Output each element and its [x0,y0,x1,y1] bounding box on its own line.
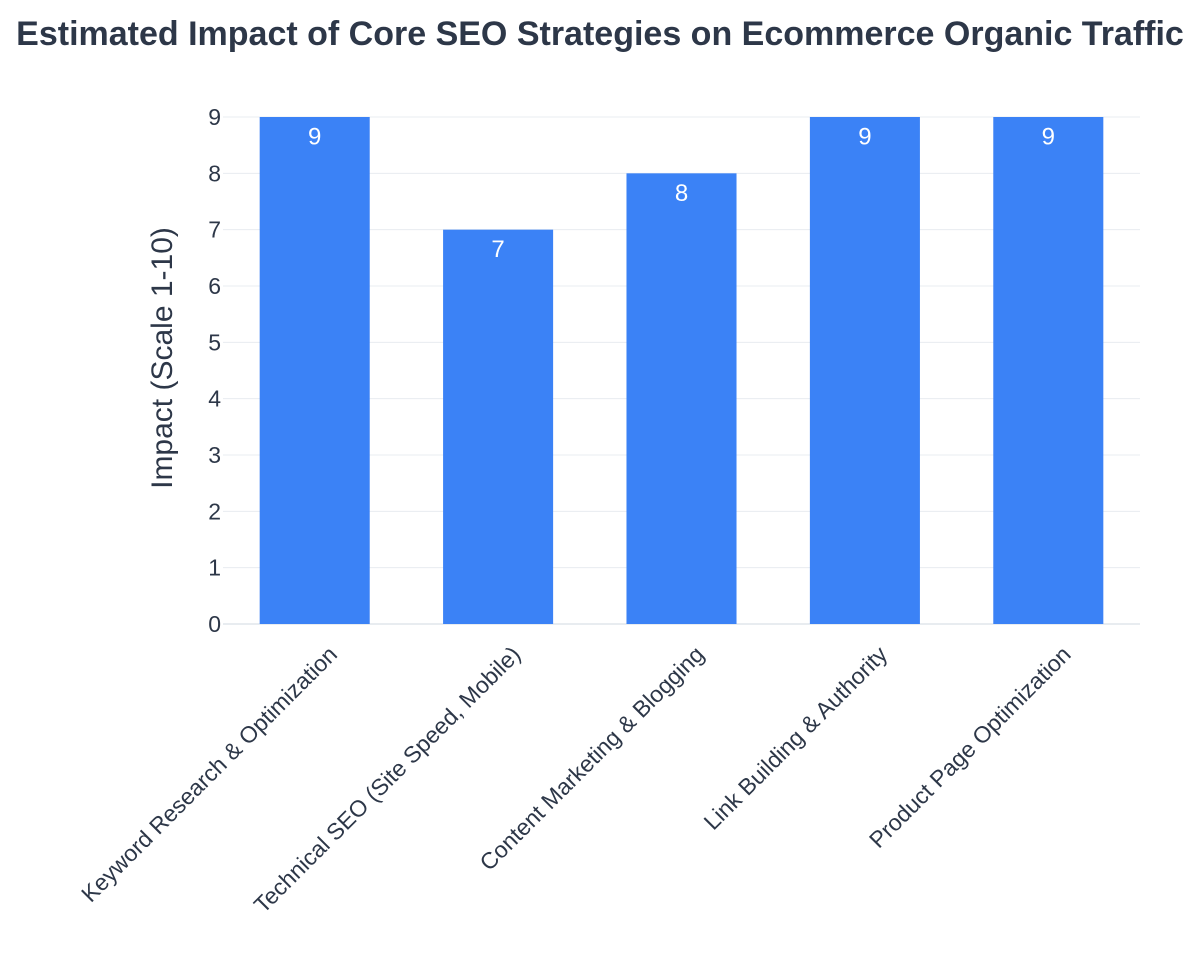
x-axis-ticks: Keyword Research & OptimizationTechnical… [76,641,1076,918]
y-tick-label: 4 [208,386,221,412]
x-tick-label: Content Marketing & Blogging [474,641,708,875]
bar-value-label: 9 [858,124,871,151]
data-labels: 9 7 8 9 9 [308,124,1055,264]
y-tick-label: 7 [208,217,221,243]
bar [443,229,554,624]
y-axis-title: Impact (Scale 1-10) [146,227,179,489]
bar [993,117,1104,624]
y-axis-ticks: 0 1 2 3 4 5 6 7 8 9 [208,104,221,637]
y-tick-label: 6 [208,273,221,299]
y-tick-label: 8 [208,160,221,186]
chart-title: Estimated Impact of Core SEO Strategies … [16,15,1184,53]
bars [259,117,1104,625]
bar-value-label: 9 [1042,124,1055,151]
y-tick-label: 5 [208,329,221,355]
y-tick-label: 2 [208,498,221,524]
y-tick-label: 1 [208,555,221,581]
y-tick-label: 3 [208,442,221,468]
y-tick-label: 0 [208,611,221,637]
x-tick-label: Product Page Optimization [864,641,1076,853]
bar-value-label: 7 [491,236,504,263]
bar-value-label: 9 [308,124,321,151]
x-tick-label: Link Building & Authority [699,641,893,835]
bar [809,117,920,624]
bar [259,117,370,624]
bar-value-label: 8 [675,180,688,207]
y-tick-label: 9 [208,104,221,130]
bar [626,173,737,625]
